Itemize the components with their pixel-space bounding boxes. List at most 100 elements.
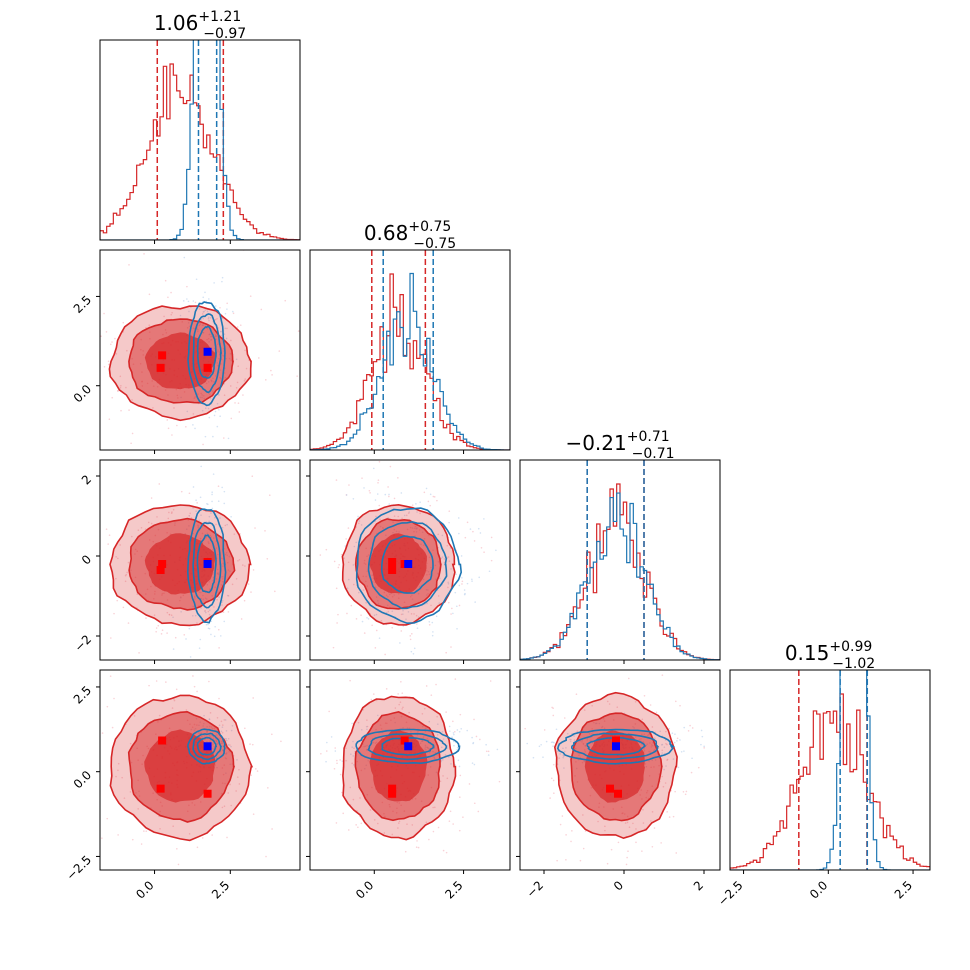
sample-point-blue xyxy=(659,730,661,733)
sample-point-blue xyxy=(355,541,358,544)
sample-point-red xyxy=(616,706,619,709)
sample-point-red xyxy=(610,848,613,851)
contour-blue-2 xyxy=(380,535,434,594)
sample-point-blue xyxy=(403,514,406,517)
sample-point-blue xyxy=(224,312,227,315)
sample-point-red xyxy=(409,635,412,637)
sample-point-red xyxy=(291,817,293,819)
sample-point-blue xyxy=(226,594,229,597)
sample-point-red xyxy=(158,714,161,717)
sample-point-red xyxy=(625,863,628,866)
sample-point-red xyxy=(674,790,676,793)
sample-point-red xyxy=(193,685,196,688)
sample-point-red xyxy=(171,707,174,709)
sample-point-red xyxy=(244,349,246,352)
sample-point-red xyxy=(552,763,555,766)
sample-point-blue xyxy=(460,555,463,557)
sample-point-red xyxy=(107,360,110,363)
sample-point-red xyxy=(113,697,115,700)
sample-point-blue xyxy=(458,532,460,535)
sample-point-red xyxy=(175,688,178,691)
sample-point-blue xyxy=(220,330,222,333)
sample-point-red xyxy=(428,838,430,841)
sample-point-red xyxy=(170,614,173,616)
sample-point-red xyxy=(582,847,585,850)
title-plus-1: +0.75 xyxy=(408,219,451,235)
sample-point-red xyxy=(550,777,553,780)
sample-point-blue xyxy=(208,520,210,523)
sample-point-blue xyxy=(566,732,569,735)
sample-point-blue xyxy=(478,576,481,579)
sample-point-red xyxy=(442,849,445,852)
sample-point-red xyxy=(425,821,428,824)
sample-point-red xyxy=(604,829,606,832)
sample-point-red xyxy=(682,790,685,793)
sample-point-red xyxy=(473,540,476,542)
sample-point-red xyxy=(216,598,218,601)
x-tick-label: 2 xyxy=(691,878,706,893)
panel-2-1 xyxy=(306,459,511,664)
sample-point-red xyxy=(223,805,226,808)
sample-point-blue xyxy=(432,631,434,633)
sample-point-red xyxy=(665,730,667,733)
sample-point-red xyxy=(347,829,350,831)
sample-point-red xyxy=(401,517,403,520)
sample-point-blue xyxy=(192,615,194,617)
sample-point-red xyxy=(201,837,204,839)
panel-frame xyxy=(519,669,721,871)
sample-point-blue xyxy=(231,724,234,727)
title-minus-2: −0.71 xyxy=(632,446,675,462)
sample-point-red xyxy=(124,580,127,583)
sample-point-red xyxy=(464,536,467,539)
sample-point-red xyxy=(398,820,401,823)
sample-point-red xyxy=(217,628,220,631)
sample-point-red xyxy=(240,618,243,620)
sample-point-red xyxy=(120,384,122,387)
sample-point-red xyxy=(389,465,392,468)
sample-point-red xyxy=(342,812,345,815)
sample-point-blue xyxy=(221,526,224,529)
panel-frame xyxy=(309,249,511,451)
sample-point-red xyxy=(641,850,643,852)
sample-point-red xyxy=(106,705,109,708)
sample-point-blue xyxy=(473,763,476,766)
panel-content xyxy=(100,465,276,658)
sample-point-red xyxy=(684,793,687,796)
sample-point-red xyxy=(377,479,380,481)
sample-point-blue xyxy=(563,767,565,769)
sample-point-blue xyxy=(471,736,473,739)
sample-point-red xyxy=(451,607,453,610)
sample-point-blue xyxy=(431,634,434,637)
sample-point-red xyxy=(650,820,652,822)
sample-point-blue xyxy=(542,756,544,758)
sample-point-red xyxy=(116,599,119,602)
sample-point-blue xyxy=(471,762,474,764)
sample-point-red xyxy=(176,847,178,850)
title-median-1: 0.68 xyxy=(364,221,409,245)
sample-point-blue xyxy=(456,746,459,749)
sample-point-blue xyxy=(225,738,228,740)
sample-point-red xyxy=(452,720,454,723)
sample-point-red xyxy=(575,693,578,695)
sample-point-blue xyxy=(221,280,223,283)
sample-point-blue xyxy=(460,728,463,730)
panel-3-1: 0.0 2.5 xyxy=(291,669,511,902)
sample-point-red xyxy=(325,883,327,885)
sample-point-red xyxy=(400,613,403,616)
sample-point-red xyxy=(186,285,188,288)
sample-point-red xyxy=(150,522,153,525)
sample-point-red xyxy=(347,527,350,529)
sample-point-blue xyxy=(447,583,450,585)
sample-point-red xyxy=(268,494,271,497)
sample-point-red xyxy=(518,752,520,754)
sample-point-blue xyxy=(388,493,390,496)
sample-point-red xyxy=(498,780,501,783)
sample-point-blue xyxy=(458,730,461,733)
contour-blue-2 xyxy=(586,736,647,756)
sample-point-blue xyxy=(469,528,472,530)
sample-point-red xyxy=(254,527,256,529)
sample-point-blue xyxy=(376,493,379,495)
sample-point-blue xyxy=(223,490,226,493)
sample-point-blue xyxy=(677,766,680,769)
histogram-red-0 xyxy=(100,63,300,240)
